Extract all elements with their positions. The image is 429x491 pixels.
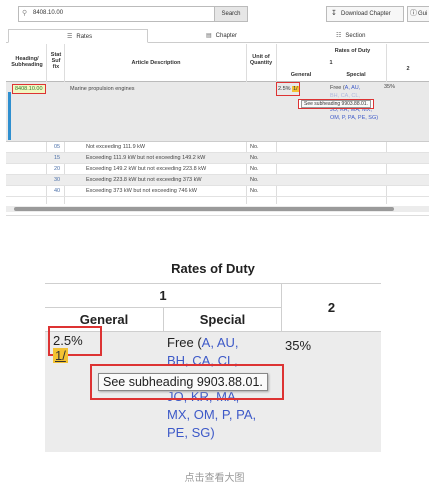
search-value: 8408.10.00 bbox=[33, 10, 64, 16]
image-caption[interactable]: 点击查看大图 bbox=[184, 473, 245, 484]
tooltip-text: See subheading 9903.88.01. bbox=[301, 100, 371, 108]
table-row[interactable]: 20 Exceeding 149.2 kW but not exceeding … bbox=[6, 164, 429, 175]
zoom-general-rate-cell: 2.5% 1/ bbox=[48, 326, 102, 363]
special-rate-cell: Free (A, AU, BH, CA, CL, JO, KR, MA, MX,… bbox=[330, 84, 382, 122]
chapter-icon: ▤ bbox=[206, 33, 212, 39]
info-icon: ⓘ bbox=[410, 10, 417, 17]
zoom-column-2-rate: 35% bbox=[285, 338, 312, 353]
special-codes-hidden[interactable]: BH, CA, CL, bbox=[330, 93, 360, 99]
search-button[interactable]: Search bbox=[214, 6, 248, 22]
zoom-special-prefix: Free ( bbox=[167, 335, 202, 350]
row-unit: No. bbox=[250, 166, 259, 172]
row-unit: No. bbox=[250, 177, 259, 183]
scrollbar-thumb[interactable] bbox=[14, 207, 394, 211]
table-header: Heading/ Subheading Stat Suf fix Article… bbox=[6, 44, 429, 82]
general-rate-cell: 2.5% 1/ bbox=[276, 82, 300, 96]
heading-cell[interactable]: 8408.10.00 bbox=[12, 84, 46, 94]
tab-rates-label: Rates bbox=[76, 34, 93, 40]
table-row[interactable]: 05 Not exceeding 111.9 kW No. bbox=[6, 142, 429, 153]
horizontal-scrollbar[interactable] bbox=[6, 206, 429, 212]
stat-suffix: 20 bbox=[53, 166, 61, 172]
row-description: Not exceeding 111.9 kW bbox=[86, 144, 146, 150]
footnote-link[interactable]: 1/ bbox=[292, 86, 299, 92]
row-unit: No. bbox=[250, 144, 259, 150]
section-icon: ☷ bbox=[336, 33, 342, 39]
special-header: Special bbox=[346, 72, 366, 78]
download-chapter-button[interactable]: ↧ Download Chapter bbox=[326, 6, 404, 22]
tab-chapter-label: Chapter bbox=[215, 33, 238, 39]
tab-section-label: Section bbox=[345, 33, 366, 39]
zoom-special-codes[interactable]: A, AU, bbox=[201, 335, 239, 350]
tab-bar: ☰ Rates ▤ Chapter ☷ Section bbox=[6, 29, 429, 43]
zoom-footnote-link[interactable]: 1/ bbox=[53, 348, 68, 363]
rates-header: Rates of Duty bbox=[334, 48, 371, 54]
column-2-rate: 35% bbox=[384, 84, 396, 90]
selection-bar bbox=[8, 92, 11, 140]
row-unit: No. bbox=[250, 155, 259, 161]
zoom-footnote-tooltip: See subheading 9903.88.01. bbox=[90, 364, 284, 400]
search-icon: ⚲ bbox=[22, 10, 28, 17]
rates-icon: ☰ bbox=[67, 34, 73, 40]
table-row[interactable]: 15 Exceeding 111.9 kW but not exceeding … bbox=[6, 153, 429, 164]
zoom-special-header: Special bbox=[163, 308, 281, 332]
zoomed-rates-detail: Rates of Duty 1 2 General Special 2.5% 1… bbox=[45, 254, 381, 452]
stat-suffix: 05 bbox=[53, 144, 61, 150]
unit-header: Unit of Quantity bbox=[249, 54, 273, 66]
zoom-rates-header: Rates of Duty bbox=[45, 254, 381, 284]
table-row[interactable]: 30 Exceeding 223.8 kW but not exceeding … bbox=[6, 175, 429, 186]
row-description: Exceeding 223.8 kW but not exceeding 373… bbox=[86, 177, 202, 183]
zoom-column-1-header: 1 bbox=[45, 284, 281, 308]
zoom-special-codes[interactable]: JO, KR, MA, bbox=[167, 389, 240, 404]
row-description: Exceeding 149.2 kW but not exceeding 223… bbox=[86, 166, 207, 172]
special-prefix: Free ( bbox=[330, 85, 345, 91]
row-description: Exceeding 111.9 kW but not exceeding 149… bbox=[86, 155, 206, 161]
zoom-column-2-header: 2 bbox=[281, 284, 381, 332]
zoom-tooltip-text: See subheading 9903.88.01. bbox=[98, 373, 268, 391]
footnote-tooltip: See subheading 9903.88.01. bbox=[298, 99, 374, 109]
stat-suffix: 30 bbox=[53, 177, 61, 183]
guide-button[interactable]: ⓘ Gui bbox=[407, 6, 429, 22]
row-unit: No. bbox=[250, 188, 259, 194]
article-description-header: Article Description bbox=[131, 60, 181, 66]
tab-section[interactable]: ☷ Section bbox=[336, 29, 365, 43]
zoom-special-codes[interactable]: PE, SG) bbox=[167, 425, 215, 440]
tab-rates[interactable]: ☰ Rates bbox=[8, 29, 148, 43]
table-row-main[interactable]: 8408.10.00 Marine propulsion engines 2.5… bbox=[6, 82, 429, 142]
stat-suffix: 40 bbox=[53, 188, 61, 194]
guide-label: Gui bbox=[418, 11, 428, 17]
column-2-header: 2 bbox=[406, 66, 410, 72]
special-codes[interactable]: JO, KR, MA, MX, OM, P, PA, PE, SG) bbox=[330, 107, 379, 121]
zoom-special-codes[interactable]: MX, OM, P, PA, bbox=[167, 407, 257, 422]
stat-suffix: 15 bbox=[53, 155, 61, 161]
row-description: Exceeding 373 kW but not exceeding 746 k… bbox=[86, 188, 197, 194]
general-header: General bbox=[290, 72, 312, 78]
search-input[interactable]: ⚲ 8408.10.00 bbox=[18, 6, 246, 22]
table-row[interactable]: 40 Exceeding 373 kW but not exceeding 74… bbox=[6, 186, 429, 197]
description-cell: Marine propulsion engines bbox=[70, 86, 135, 92]
column-1-header: 1 bbox=[329, 60, 333, 66]
zoom-general-rate: 2.5% bbox=[53, 333, 83, 348]
stat-suffix-header: Stat Suf fix bbox=[50, 52, 62, 70]
download-chapter-label: Download Chapter bbox=[341, 11, 391, 17]
zoom-general-header: General bbox=[45, 308, 163, 332]
special-codes[interactable]: A, AU, bbox=[344, 85, 361, 91]
tab-chapter[interactable]: ▤ Chapter bbox=[206, 29, 237, 43]
hts-screenshot: ⚲ 8408.10.00 Search ↧ Download Chapter ⓘ… bbox=[6, 0, 429, 216]
heading-header: Heading/ Subheading bbox=[11, 56, 43, 68]
download-icon: ↧ bbox=[331, 10, 337, 17]
general-rate: 2.5% bbox=[278, 86, 291, 92]
